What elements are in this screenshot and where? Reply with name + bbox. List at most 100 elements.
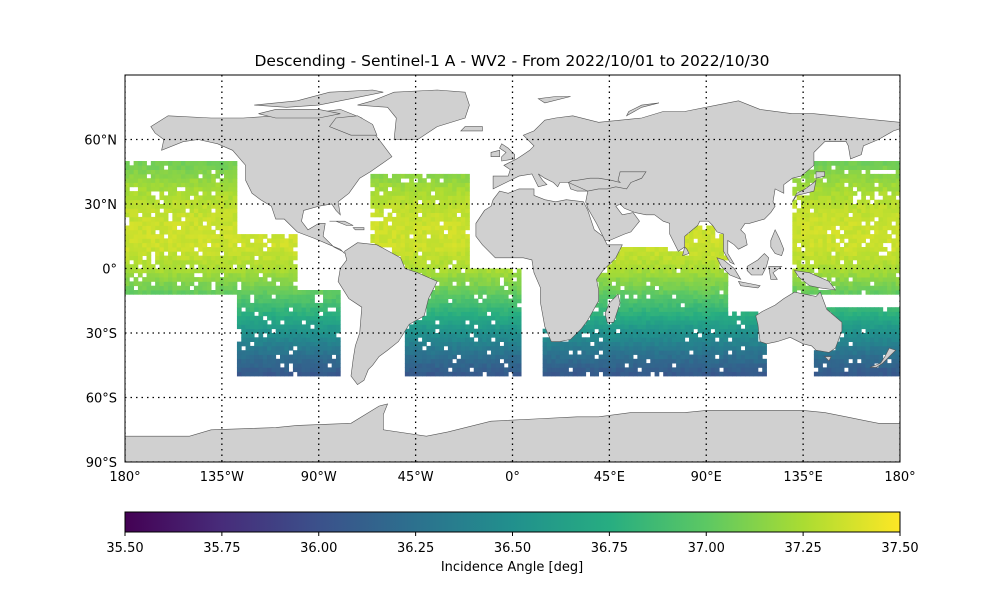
data-cell [142, 281, 147, 287]
data-cell [676, 328, 681, 334]
data-cell [447, 294, 453, 299]
data-cell [878, 371, 884, 377]
data-cell [590, 350, 595, 355]
data-cell [645, 328, 651, 334]
data-cell [236, 320, 242, 325]
data-cell [417, 341, 423, 347]
data-cell [284, 277, 290, 282]
data-cell [452, 345, 457, 351]
data-cell [292, 277, 298, 282]
data-cell [224, 212, 229, 218]
map-area[interactable] [125, 75, 900, 462]
data-cell [848, 169, 854, 175]
data-cell [133, 255, 139, 261]
data-cell [732, 363, 737, 368]
data-cell [374, 199, 380, 205]
data-cell [495, 367, 500, 373]
data-cell [852, 242, 858, 248]
data-cell [163, 182, 169, 188]
data-cell [465, 324, 470, 330]
data-cell [473, 302, 479, 308]
data-cell [443, 354, 449, 360]
data-cell [422, 272, 427, 278]
data-cell [305, 345, 311, 351]
data-cell [633, 320, 638, 325]
data-cell [745, 363, 750, 368]
data-cell [671, 290, 677, 295]
data-cell [861, 371, 866, 377]
data-cell [232, 251, 238, 256]
data-cell [331, 324, 337, 330]
data-cell [663, 324, 668, 330]
data-cell [335, 367, 341, 373]
data-cell [697, 251, 703, 256]
data-cell [150, 264, 156, 269]
data-cell [861, 199, 866, 205]
data-cell [693, 354, 699, 360]
data-cell [125, 247, 130, 252]
data-cell [185, 186, 190, 192]
data-cell [305, 358, 311, 364]
data-cell [710, 363, 716, 368]
data-cell [185, 234, 190, 239]
data-cell [658, 341, 664, 347]
data-cell [284, 272, 290, 278]
data-cell [155, 290, 160, 295]
data-cell [577, 341, 582, 347]
data-cell [818, 191, 823, 196]
data-cell [133, 221, 139, 226]
data-cell [658, 367, 664, 373]
data-cell [831, 212, 836, 218]
data-cell [676, 298, 681, 304]
data-cell [499, 290, 505, 295]
data-cell [211, 186, 216, 192]
data-cell [852, 255, 858, 261]
data-cell [473, 320, 479, 325]
data-cell [460, 285, 466, 291]
data-cell [844, 277, 849, 282]
data-cell [435, 178, 440, 183]
data-cell [671, 281, 677, 287]
data-cell [826, 182, 832, 188]
data-cell [813, 358, 819, 364]
data-cell [422, 212, 427, 218]
data-cell [460, 242, 466, 248]
data-cell [671, 367, 677, 373]
data-cell [697, 234, 703, 239]
data-cell [654, 255, 660, 261]
data-cell [391, 173, 397, 179]
data-cell [874, 255, 879, 261]
data-cell [844, 165, 849, 170]
data-cell [275, 333, 281, 338]
data-cell [206, 259, 212, 265]
data-cell [133, 251, 139, 256]
land-polygon [869, 347, 897, 368]
data-cell [891, 178, 897, 183]
data-cell [435, 247, 440, 252]
data-cell [551, 371, 556, 377]
data-cell [150, 268, 156, 274]
data-cell [168, 173, 173, 179]
data-cell [456, 234, 462, 239]
data-cell [745, 341, 750, 347]
data-cell [146, 234, 152, 239]
data-cell [137, 242, 143, 248]
data-cell [435, 324, 440, 330]
data-cell [611, 264, 617, 269]
data-cell [882, 161, 888, 166]
data-cell [422, 229, 427, 235]
data-cell [206, 173, 212, 179]
data-cell [869, 268, 875, 274]
data-cell [180, 251, 186, 256]
data-cell [443, 333, 449, 338]
data-cell [710, 315, 716, 321]
data-cell [387, 234, 393, 239]
data-cell [275, 367, 281, 373]
data-cell [714, 251, 720, 256]
data-cell [805, 234, 810, 239]
data-cell [542, 363, 548, 368]
data-cell [869, 285, 875, 291]
data-cell [374, 178, 380, 183]
data-cell [142, 199, 147, 205]
data-cell [809, 178, 815, 183]
